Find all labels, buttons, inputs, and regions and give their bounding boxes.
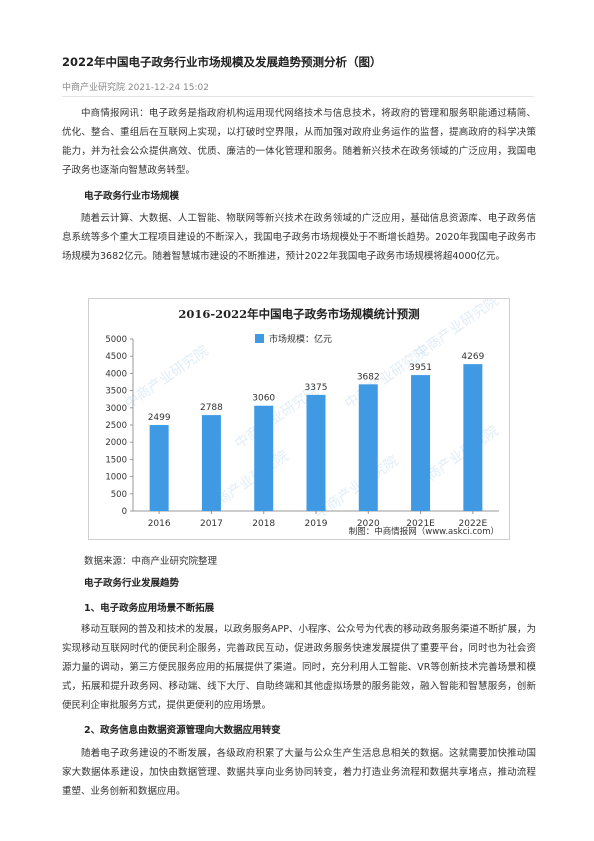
bar-value-label: 2788 xyxy=(200,403,223,413)
chart-title: 2016-2022年中国电子政务市场规模统计预测 xyxy=(178,307,419,321)
x-tick-label: 2019 xyxy=(305,519,328,529)
x-tick-label: 2017 xyxy=(200,519,223,529)
trend1-paragraph: 移动互联网的普及和技术的发展，以政务服务APP、小程序、公众号为代表的移动政务服… xyxy=(62,620,536,715)
intro-paragraph: 中商情报网讯：电子政务是指政府机构运用现代网络技术与信息技术，将政府的管理和服务… xyxy=(62,104,536,180)
bar xyxy=(411,375,430,511)
y-tick-label: 5000 xyxy=(105,335,127,345)
bar-value-label: 2499 xyxy=(148,413,171,423)
watermark-text: 中商产业研究院 xyxy=(312,453,401,522)
bar xyxy=(463,364,482,511)
article-title: 2022年中国电子政务行业市场规模及发展趋势预测分析（图） xyxy=(62,54,382,70)
y-tick-label: 2000 xyxy=(105,438,127,448)
legend-swatch xyxy=(255,334,264,343)
data-source-note: 数据来源：中商产业研究院整理 xyxy=(84,553,217,567)
y-tick-label: 3000 xyxy=(105,404,127,414)
trend2-paragraph: 随着电子政务建设的不断发展，各级政府积累了大量与公众生产生活息息相关的数据。这就… xyxy=(62,744,536,801)
bar-value-label: 4269 xyxy=(461,352,484,362)
section2-heading: 电子政务行业发展趋势 xyxy=(84,575,179,589)
y-tick-label: 4500 xyxy=(105,352,127,362)
bar xyxy=(307,395,326,511)
section1-heading: 电子政务行业市场规模 xyxy=(84,188,179,202)
title-divider xyxy=(62,96,534,97)
legend-label: 市场规模：亿元 xyxy=(269,333,332,345)
bar-value-label: 3060 xyxy=(252,394,275,404)
watermark-text: 中商产业研究院 xyxy=(122,343,211,412)
bar-value-label: 3951 xyxy=(409,363,432,373)
y-tick-label: 2500 xyxy=(105,421,127,431)
y-tick-label: 1000 xyxy=(105,473,127,483)
y-tick-label: 0 xyxy=(122,507,127,517)
bar xyxy=(150,425,169,511)
bar xyxy=(202,415,221,511)
watermark-text: 中商产业研究院 xyxy=(412,299,501,362)
x-tick-label: 2018 xyxy=(252,519,275,529)
trend1-heading: 1、电子政务应用场景不断拓展 xyxy=(84,600,214,614)
y-tick-label: 1500 xyxy=(105,455,127,465)
bar-value-label: 3682 xyxy=(357,372,380,382)
bar-value-label: 3375 xyxy=(305,383,328,393)
bar xyxy=(254,406,273,511)
chart-credit: 制图：中商情报网（www.askci.com） xyxy=(349,526,499,537)
chart-figure: 中商产业研究院 中商产业研究院 中商产业研究院 中商产业研究院 中商产业研究院 中商产业研… xyxy=(88,298,510,540)
y-tick-label: 4000 xyxy=(105,369,127,379)
trend2-heading: 2、政务信息由数据资源管理向大数据应用转变 xyxy=(84,722,281,736)
article-meta: 中商产业研究院 2021-12-24 15:02 xyxy=(62,80,209,93)
y-tick-label: 500 xyxy=(111,490,127,500)
y-tick-label: 3500 xyxy=(105,387,127,397)
section1-paragraph: 随着云计算、大数据、人工智能、物联网等新兴技术在政务领域的广泛应用，基础信息资源… xyxy=(62,209,536,266)
bar xyxy=(359,384,378,511)
x-tick-label: 2016 xyxy=(148,519,171,529)
